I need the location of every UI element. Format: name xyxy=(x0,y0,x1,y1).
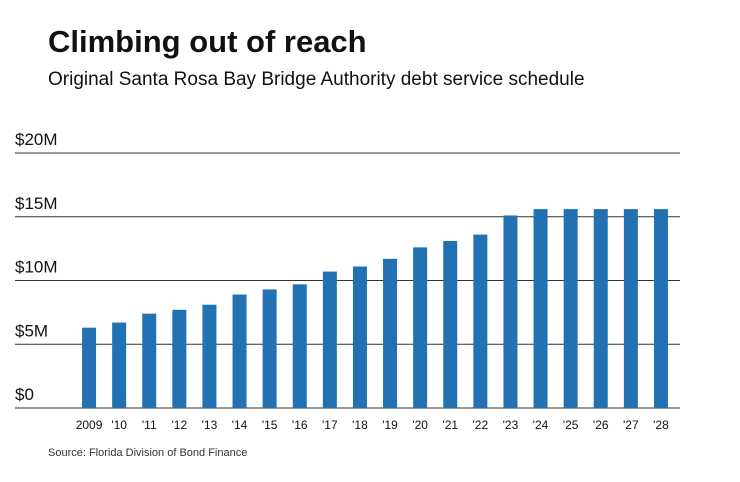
x-tick-label: '23 xyxy=(503,418,519,432)
bar xyxy=(383,258,398,408)
source-note: Source: Florida Division of Bond Finance xyxy=(48,447,247,459)
bar xyxy=(653,209,668,408)
y-tick-label: $0 xyxy=(15,385,34,404)
bar xyxy=(322,271,337,408)
x-tick-label: '16 xyxy=(292,418,308,432)
x-tick-label: '17 xyxy=(322,418,338,432)
x-tick-label: '27 xyxy=(623,418,639,432)
bar xyxy=(503,215,518,408)
y-tick-label: $15M xyxy=(15,194,58,213)
bar xyxy=(443,240,458,408)
bar xyxy=(262,289,277,408)
bar xyxy=(232,294,247,408)
x-tick-label: '10 xyxy=(111,418,127,432)
bar xyxy=(82,327,97,408)
y-tick-label: $10M xyxy=(15,258,58,277)
x-tick-label: '11 xyxy=(142,418,157,432)
x-tick-label: '20 xyxy=(412,418,428,432)
bar xyxy=(533,209,548,408)
bar xyxy=(473,234,488,408)
x-tick-label: '26 xyxy=(593,418,609,432)
bar xyxy=(593,209,608,408)
x-tick-label: '18 xyxy=(352,418,368,432)
x-tick-label: '25 xyxy=(563,418,579,432)
x-tick-label: 2009 xyxy=(76,418,103,432)
bar xyxy=(623,209,638,408)
bar xyxy=(202,304,217,408)
bar xyxy=(172,309,187,408)
chart-title: Climbing out of reach xyxy=(48,24,367,59)
bar xyxy=(563,209,578,408)
x-tick-label: '28 xyxy=(653,418,669,432)
bar xyxy=(112,322,127,408)
y-tick-label: $20M xyxy=(15,130,58,149)
x-tick-label: '12 xyxy=(172,418,188,432)
chart-subtitle: Original Santa Rosa Bay Bridge Authority… xyxy=(48,69,585,90)
bar xyxy=(292,284,307,408)
bar xyxy=(142,313,157,408)
x-tick-label: '21 xyxy=(442,418,458,432)
x-tick-label: '22 xyxy=(473,418,489,432)
bar xyxy=(352,266,367,408)
x-tick-label: '15 xyxy=(262,418,278,432)
x-tick-label: '19 xyxy=(382,418,398,432)
x-tick-label: '14 xyxy=(232,418,248,432)
y-tick-label: $5M xyxy=(15,321,48,340)
x-tick-label: '13 xyxy=(202,418,218,432)
bar xyxy=(413,247,428,408)
x-tick-label: '24 xyxy=(533,418,549,432)
